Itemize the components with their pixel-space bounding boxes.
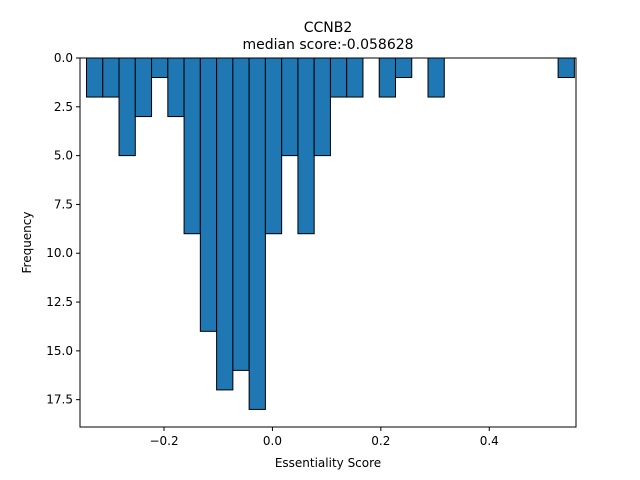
y-tick-label: 0.0 xyxy=(54,51,73,65)
histogram-bar xyxy=(427,57,445,98)
histogram-bar xyxy=(151,57,169,79)
y-tick-label: 7.5 xyxy=(54,197,73,211)
x-tick-label: 0.2 xyxy=(371,434,390,448)
histogram-bar xyxy=(378,57,396,98)
chart-title: CCNB2 xyxy=(304,20,353,36)
histogram-bar xyxy=(281,57,299,157)
x-axis: −0.2 0.0 0.2 0.4 xyxy=(149,427,499,448)
histogram-bar xyxy=(118,57,136,157)
histogram-bar xyxy=(248,57,266,410)
x-axis-label: Essentiality Score xyxy=(275,456,381,470)
histogram-bar xyxy=(394,57,413,79)
histogram-bar xyxy=(199,57,218,332)
x-tick-label: 0.0 xyxy=(263,434,282,448)
chart-subtitle: median score:-0.058628 xyxy=(242,37,413,53)
y-tick-label: 15.0 xyxy=(46,344,73,358)
y-axis: 0.0 2.5 5.0 7.5 10.0 12.5 15.0 17.5 xyxy=(46,51,80,407)
y-axis-label: Frequency xyxy=(20,212,34,274)
histogram-bar xyxy=(313,57,331,157)
y-tick-label: 5.0 xyxy=(54,149,73,163)
histogram-bar xyxy=(557,57,575,79)
y-tick-label: 2.5 xyxy=(54,100,73,114)
histogram-bar xyxy=(167,57,185,118)
histogram-bar xyxy=(329,57,348,98)
y-tick-label: 12.5 xyxy=(46,295,73,309)
y-tick-label: 17.5 xyxy=(46,393,73,407)
y-tick-label: 10.0 xyxy=(46,246,73,260)
histogram-bar xyxy=(134,57,153,118)
histogram-bar xyxy=(264,57,283,235)
histogram-bar xyxy=(297,57,315,235)
plot-frame xyxy=(79,57,577,428)
x-tick-label: −0.2 xyxy=(149,434,178,448)
histogram-bar xyxy=(216,57,234,391)
histogram-bar xyxy=(232,57,250,371)
histogram-bar xyxy=(86,57,104,98)
histogram-bar xyxy=(346,57,364,98)
histogram-bar xyxy=(183,57,201,235)
histogram-bars xyxy=(86,57,575,410)
x-tick-label: 0.4 xyxy=(480,434,499,448)
histogram-bar xyxy=(102,57,120,98)
